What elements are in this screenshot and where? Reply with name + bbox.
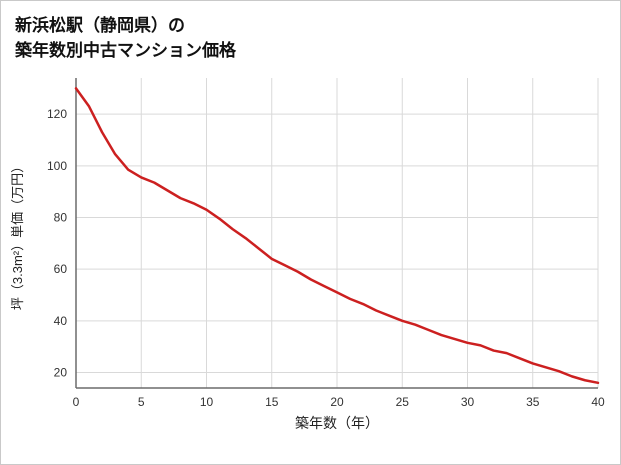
y-axis-label: 坪（3.3m²）単価（万円）: [10, 160, 25, 310]
x-axis-label: 築年数（年）: [295, 415, 379, 431]
axis-layer: [75, 78, 598, 390]
chart-title-line-2: 築年数別中古マンション価格: [15, 40, 236, 60]
x-tick-label: 35: [526, 395, 540, 409]
x-tick-label: 10: [200, 395, 214, 409]
chart-area: 0 5 10 15 20 25 30 35 40 20 40 60 80 100 120 築年数（年） 坪（…: [1, 65, 620, 462]
x-tick-label: 15: [265, 395, 279, 409]
y-tick-label: 120: [47, 107, 67, 121]
price-line: [74, 87, 600, 385]
y-tick-label: 40: [54, 314, 68, 328]
x-tick-label: 5: [138, 395, 145, 409]
y-tick-label: 20: [54, 366, 68, 380]
x-tick-label: 25: [396, 395, 410, 409]
x-tick-label: 0: [73, 395, 80, 409]
x-tick-label: 20: [330, 395, 344, 409]
grid-layer: [75, 78, 599, 389]
chart-title-line-1: 新浜松駅（静岡県）の: [15, 16, 185, 35]
x-tick-label: 30: [461, 395, 475, 409]
series-layer: [74, 87, 600, 385]
chart-title: 新浜松駅（静岡県）の 築年数別中古マンション価格: [1, 1, 620, 65]
x-tick-label: 40: [591, 395, 605, 409]
line-chart: 0 5 10 15 20 25 30 35 40 20 40 60 80 100 120 築年数（年） 坪（…: [10, 78, 605, 431]
y-tick-label: 60: [54, 262, 68, 276]
y-tick-label: 100: [47, 159, 67, 173]
y-tick-label: 80: [54, 211, 68, 225]
tick-labels: 0 5 10 15 20 25 30 35 40 20 40 60 80 100 120: [47, 107, 605, 409]
